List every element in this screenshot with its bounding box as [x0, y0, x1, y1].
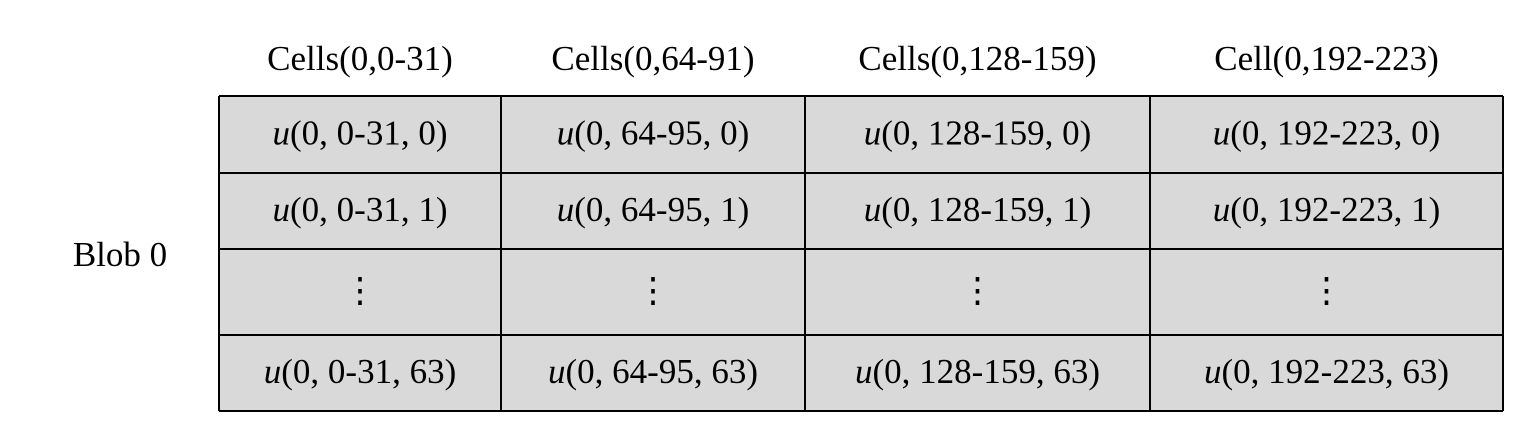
table-background [219, 96, 1503, 411]
table-cell: u(0, 64-95, 63) [548, 352, 758, 391]
column-header: Cells(0,0-31) [267, 39, 453, 78]
table-cell: u(0, 0-31, 63) [264, 352, 456, 391]
table-cell: u(0, 128-159, 1) [864, 190, 1091, 229]
column-header: Cells(0,64-91) [551, 39, 754, 78]
table-cell: ⋮ [960, 271, 995, 310]
table-cell: u(0, 192-223, 63) [1204, 352, 1449, 391]
row-label: Blob 0 [73, 235, 167, 274]
table-cell: u(0, 128-159, 63) [855, 352, 1100, 391]
table-grid [218, 95, 1504, 412]
table-cell: ⋮ [1309, 271, 1344, 310]
table-cell: u(0, 128-159, 0) [864, 114, 1091, 153]
column-header: Cell(0,192-223) [1214, 39, 1439, 78]
table-cell: ⋮ [636, 271, 671, 310]
column-header: Cells(0,128-159) [858, 39, 1096, 78]
table-cell: ⋮ [343, 271, 378, 310]
table-cell: u(0, 64-95, 0) [557, 114, 749, 153]
table-cell: u(0, 64-95, 1) [557, 190, 749, 229]
table-cell: u(0, 192-223, 0) [1213, 114, 1440, 153]
table-cell: u(0, 192-223, 1) [1213, 190, 1440, 229]
table-cell: u(0, 0-31, 0) [273, 114, 448, 153]
table-cell: u(0, 0-31, 1) [273, 190, 448, 229]
